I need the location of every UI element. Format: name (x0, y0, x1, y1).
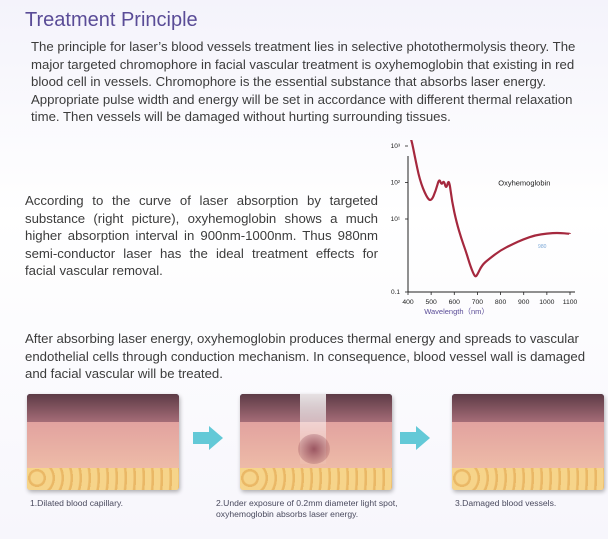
step-3-image (452, 394, 604, 490)
oxyhemoglobin-curve (410, 140, 572, 278)
series-label: Oxyhemoglobin (498, 179, 550, 188)
x-tick-label: 500 (425, 299, 437, 306)
y-tick-label: 10² (391, 180, 401, 187)
step-3-caption: 3.Damaged blood vessels. (455, 498, 557, 508)
chart-axes (407, 156, 575, 293)
step-2-caption: 2.Under exposure of 0.2mm diameter light… (216, 498, 398, 519)
absorption-paragraph: According to the curve of laser absorpti… (25, 193, 378, 278)
x-tick-label: 1100 (563, 299, 578, 306)
mechanism-paragraph: After absorbing laser energy, oxyhemoglo… (25, 331, 586, 381)
step-1-image (27, 394, 179, 490)
wavelength-980-annotation: 980 (538, 244, 547, 250)
x-tick-label: 700 (472, 299, 484, 306)
page-title: Treatment Principle (25, 9, 198, 31)
x-tick-label: 900 (518, 299, 530, 306)
y-tick-label: 10³ (391, 143, 401, 150)
x-tick-label: 800 (495, 299, 507, 306)
x-tick-label: 1000 (539, 299, 554, 306)
x-axis-label: Wavelength（nm） (424, 307, 489, 316)
step-2-image (240, 394, 392, 490)
step-1-caption: 1.Dilated blood capillary. (30, 498, 123, 508)
y-tick-label: 10¹ (391, 216, 401, 223)
principle-paragraph: The principle for laser’s blood vessels … (31, 39, 576, 124)
x-tick-label: 600 (449, 299, 461, 306)
x-tick-label: 400 (402, 299, 414, 306)
y-tick-label: 0.1 (391, 289, 400, 296)
